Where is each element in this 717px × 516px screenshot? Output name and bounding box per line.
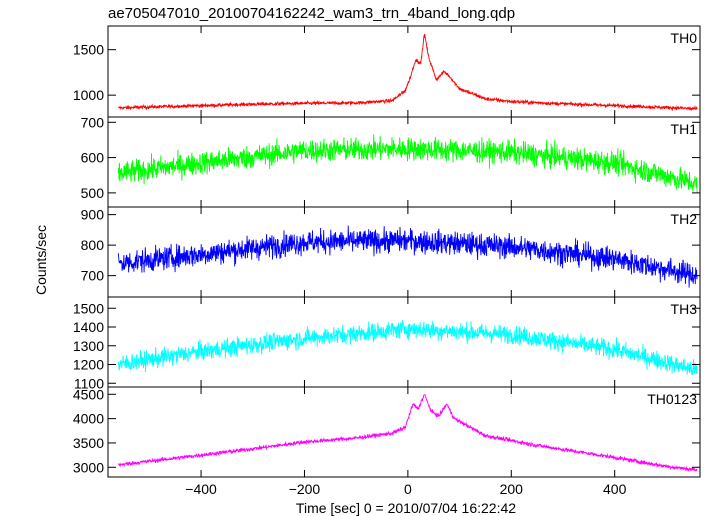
panel-frame bbox=[107, 206, 701, 298]
panel-th0123: 3000 3500 4000 4500 TH0123 −400 −200 0 200 400 bbox=[73, 386, 701, 497]
panel-frame bbox=[107, 386, 701, 478]
y-tick-label: 1000 bbox=[73, 87, 104, 103]
y-tick-label: 1400 bbox=[73, 319, 104, 335]
panel-label: TH3 bbox=[671, 301, 698, 317]
y-tick-label: 900 bbox=[81, 207, 105, 223]
panel-frame bbox=[107, 25, 701, 118]
x-tick-label: 400 bbox=[603, 481, 627, 497]
x-axis-label: Time [sec] 0 = 2010/07/04 16:22:42 bbox=[296, 500, 516, 516]
y-tick-label: 700 bbox=[81, 268, 105, 284]
y-tick-label: 4000 bbox=[73, 411, 104, 427]
y-tick-label: 4500 bbox=[73, 386, 104, 402]
x-tick-label: 0 bbox=[404, 481, 412, 497]
y-axis-label: Counts/sec bbox=[33, 225, 49, 295]
y-tick-label: 700 bbox=[81, 114, 105, 130]
series-line-th2 bbox=[117, 225, 698, 288]
y-tick-label: 1500 bbox=[73, 300, 104, 316]
y-tick-label: 1100 bbox=[74, 375, 104, 391]
panel-th1: 500 600 700 TH1 bbox=[81, 114, 701, 208]
panel-label: TH2 bbox=[671, 211, 698, 227]
y-tick-label: 500 bbox=[81, 185, 105, 201]
x-tick-label: −400 bbox=[185, 481, 217, 497]
y-tick-label: 1200 bbox=[73, 357, 104, 373]
x-tick-label: −200 bbox=[289, 481, 321, 497]
panel-label: TH0123 bbox=[647, 391, 697, 407]
panel-th0: 1000 1500 TH0 bbox=[73, 25, 701, 118]
panel-th3: 1100 1200 1300 1400 1500 TH3 bbox=[73, 296, 701, 391]
y-tick-label: 800 bbox=[81, 237, 105, 253]
y-tick-label: 1300 bbox=[73, 338, 104, 354]
panel-th2: 700 800 900 TH2 bbox=[81, 206, 701, 298]
series-line-th0123 bbox=[117, 394, 698, 472]
panel-label: TH0 bbox=[671, 30, 698, 46]
series-line-th0 bbox=[118, 33, 698, 112]
panel-label: TH1 bbox=[671, 121, 698, 137]
y-tick-label: 3500 bbox=[73, 435, 104, 451]
panel-frame bbox=[107, 296, 701, 388]
series-line-th1 bbox=[117, 134, 698, 193]
series-line-th3 bbox=[117, 320, 698, 375]
y-tick-label: 3000 bbox=[73, 459, 104, 475]
chart-title: ae705047010_20100704162242_wam3_trn_4ban… bbox=[108, 5, 515, 22]
x-tick-label: 200 bbox=[500, 481, 524, 497]
y-tick-label: 600 bbox=[81, 150, 105, 166]
y-tick-label: 1500 bbox=[73, 42, 104, 58]
